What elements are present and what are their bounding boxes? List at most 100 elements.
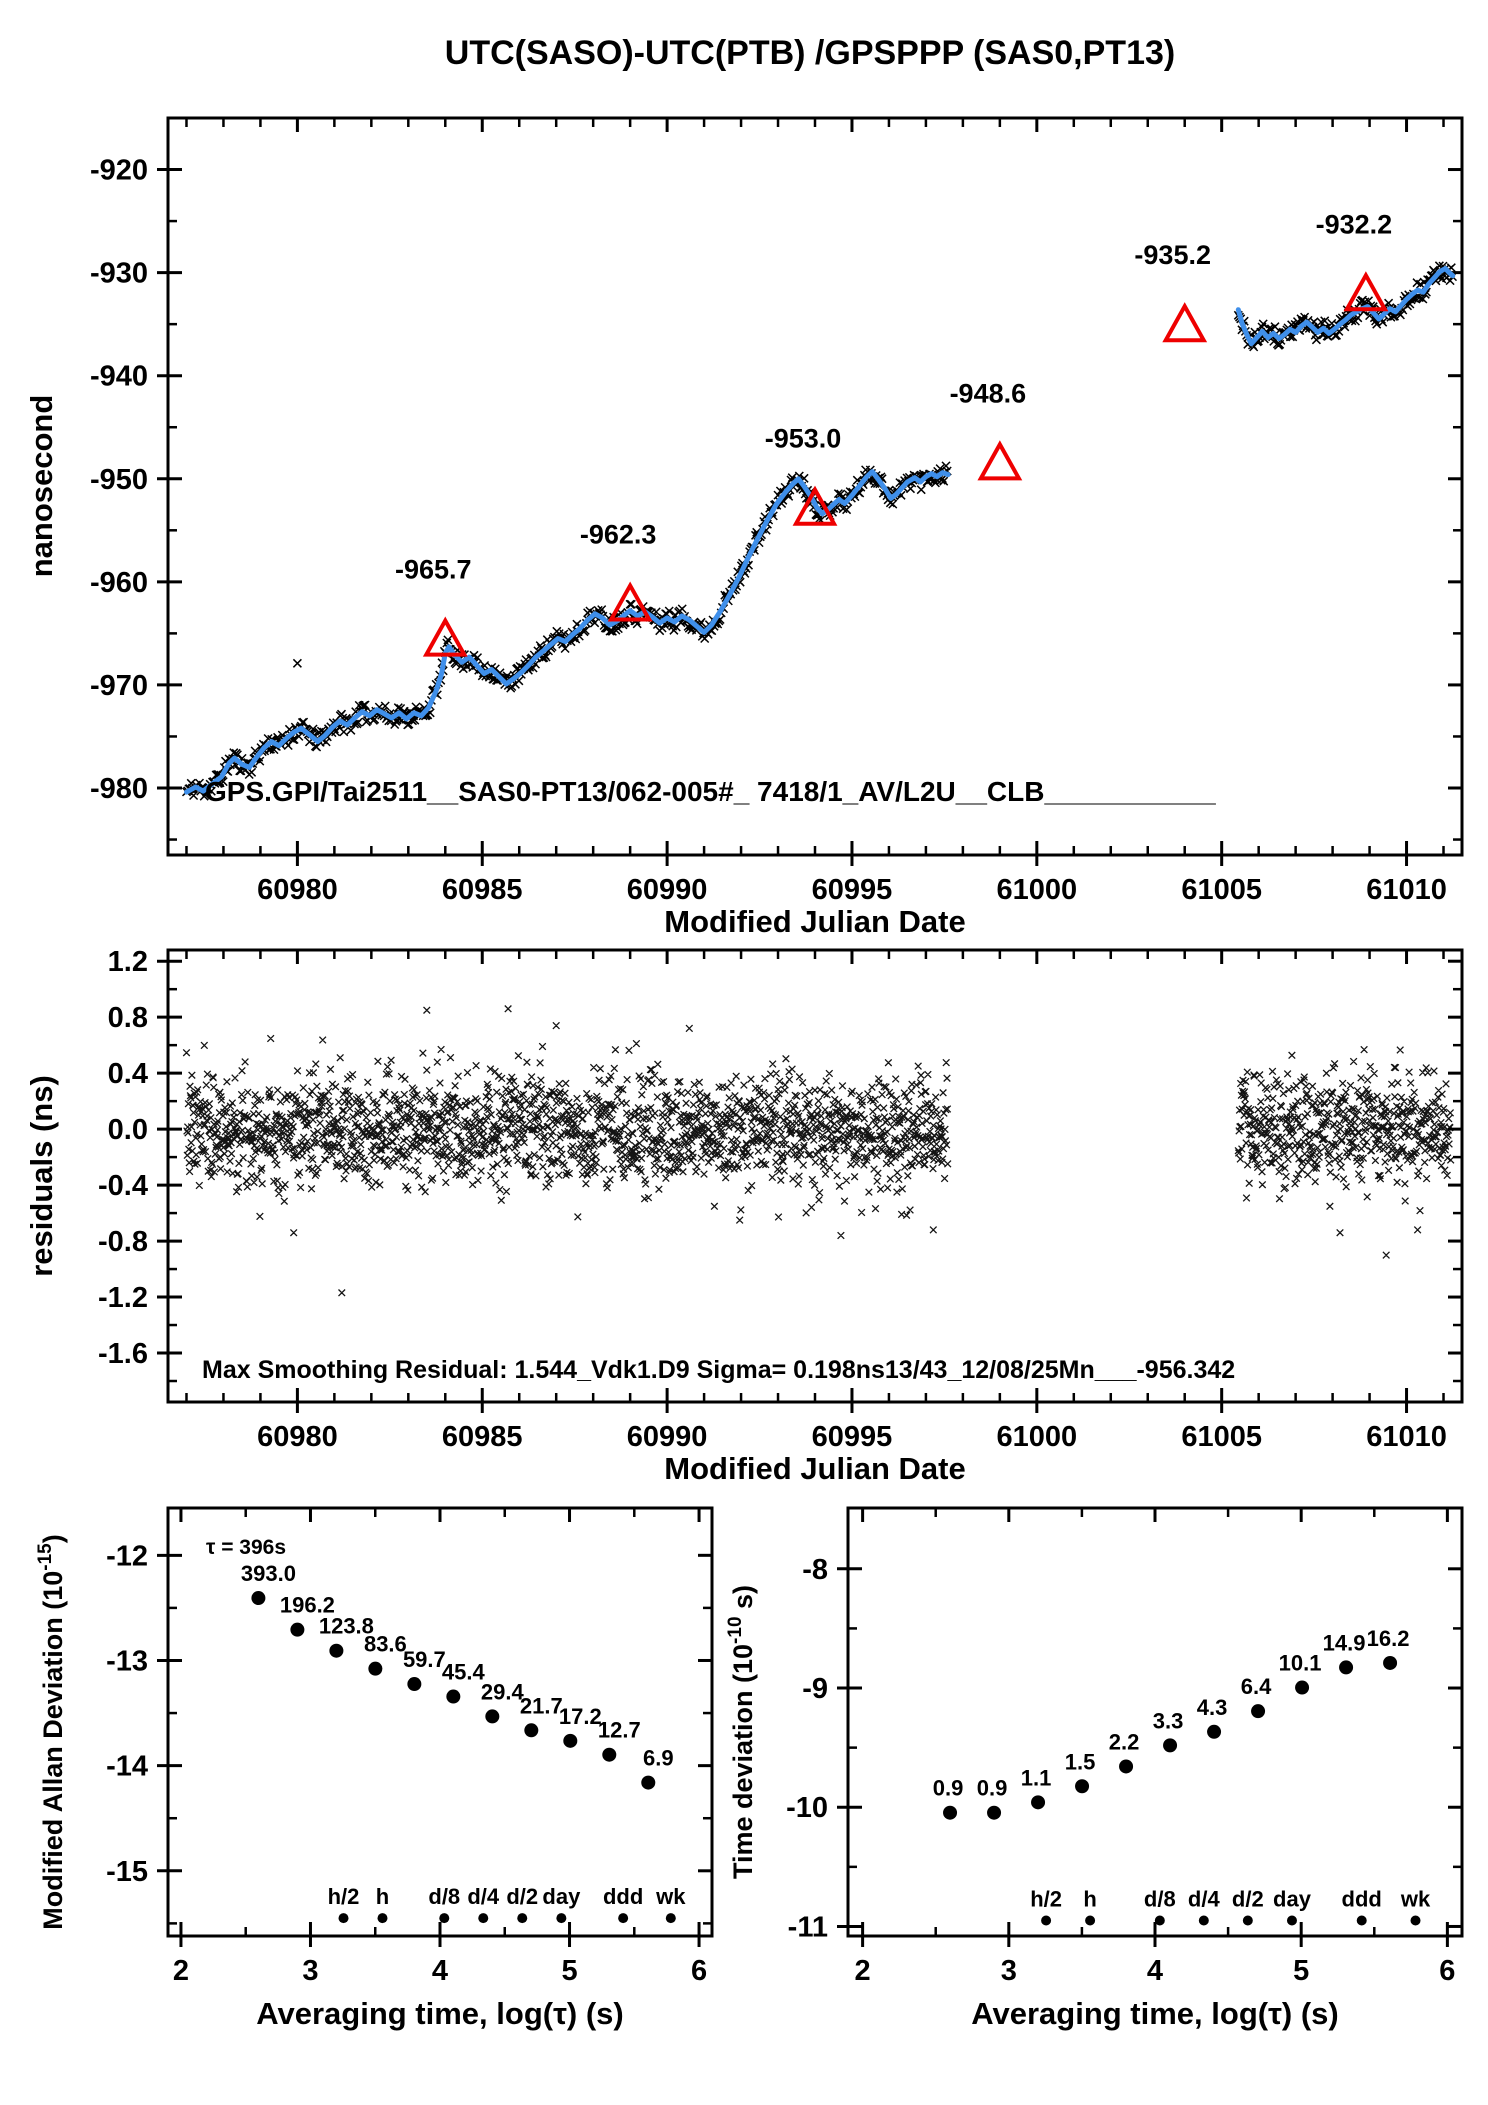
averaging-interval-ref-dot	[618, 1913, 629, 1924]
y-tick-label: -14	[106, 1751, 148, 1783]
y-tick-label: -1.6	[98, 1338, 148, 1370]
y-tick-label: -0.8	[98, 1226, 148, 1258]
averaging-interval-ref-dot	[439, 1913, 450, 1924]
deviation-value-label: 17.2	[559, 1704, 602, 1729]
tdev-y-title-main: Time deviation (10	[728, 1644, 758, 1879]
deviation-data-point	[1075, 1779, 1090, 1794]
x-tick-label: 4	[432, 1955, 448, 1987]
phase-x-axis-title: Modified Julian Date	[664, 904, 965, 939]
averaging-interval-ref-dot	[556, 1913, 567, 1924]
deviation-data-point	[943, 1805, 958, 1820]
x-tick-label: 61000	[997, 874, 1078, 906]
y-tick-label: -9	[802, 1673, 828, 1705]
residuals-stats-annotation: Max Smoothing Residual: 1.544_Vdk1.D9 Si…	[202, 1356, 1235, 1384]
x-tick-label: 60985	[442, 874, 523, 906]
deviation-value-label: 393.0	[241, 1561, 296, 1586]
x-tick-label: 61000	[997, 1421, 1078, 1453]
deviation-value-label: 6.9	[643, 1746, 674, 1771]
x-tick-label: 60995	[812, 874, 893, 906]
averaging-interval-ref-label: wk	[1400, 1887, 1431, 1912]
x-tick-label: 5	[1293, 1955, 1309, 1987]
x-tick-label: 60985	[442, 1421, 523, 1453]
deviation-value-label: 1.1	[1021, 1765, 1052, 1790]
averaging-interval-ref-label: h	[1083, 1887, 1096, 1912]
averaging-interval-ref-label: day	[1273, 1887, 1312, 1912]
deviation-value-label: 4.3	[1197, 1695, 1228, 1720]
y-tick-label: -950	[90, 464, 148, 496]
calibration-triangle-marker	[607, 581, 653, 622]
deviation-value-label: 0.9	[933, 1776, 964, 1801]
x-tick-label: 60990	[627, 1421, 708, 1453]
mdev-y-title-exponent: -15	[35, 1543, 56, 1571]
averaging-interval-ref-dot	[377, 1913, 388, 1924]
x-tick-label: 61005	[1181, 1421, 1262, 1453]
averaging-interval-ref-dot	[1198, 1915, 1209, 1926]
deviation-value-label: 1.5	[1065, 1749, 1096, 1774]
y-tick-label: -0.4	[98, 1170, 148, 1202]
averaging-interval-ref-dot	[338, 1913, 349, 1924]
y-tick-label: -12	[106, 1540, 148, 1572]
plot-frame	[166, 948, 1464, 1404]
averaging-interval-ref-dot	[1154, 1915, 1165, 1926]
phase-dataset-annotation: GPS.GPI/Tai2511__SAS0-PT13/062-005#_ 741…	[205, 776, 1216, 807]
deviation-value-label: 29.4	[481, 1679, 525, 1704]
phase-plot-area: 60980 60985 60990 60995 61000 61005 61010 -920 -…	[90, 116, 1464, 906]
deviation-value-label: 21.7	[520, 1693, 563, 1718]
x-tick-label: 61010	[1366, 874, 1447, 906]
panel-mdev: 2 3 4 5 6 -12 -13 -14 -15 393.0 196.2123.883.659.7…	[35, 1506, 714, 2031]
averaging-interval-ref-label: ddd	[603, 1884, 643, 1909]
deviation-data-point	[1295, 1680, 1310, 1695]
x-tick-label: 6	[691, 1955, 707, 1987]
calibration-triangle-marker	[977, 440, 1023, 481]
tdev-y-axis-title: Time deviation (10-10 s)	[725, 1585, 758, 1879]
deviation-data-point	[329, 1643, 344, 1658]
y-tick-label: -940	[90, 361, 148, 393]
x-tick-label: 3	[302, 1955, 318, 1987]
averaging-interval-ref-dot	[1286, 1915, 1297, 1926]
averaging-interval-ref-dot	[1410, 1915, 1421, 1926]
y-tick-label: -10	[786, 1792, 828, 1824]
calibration-value-label: -953.0	[765, 424, 842, 454]
deviation-value-label: 3.3	[1153, 1708, 1184, 1733]
averaging-interval-ref-label: h/2	[1030, 1887, 1062, 1912]
deviation-data-point	[563, 1733, 578, 1748]
y-tick-label: -8	[802, 1554, 828, 1586]
deviation-value-label: 45.4	[442, 1660, 486, 1685]
calibration-value-label: -948.6	[950, 378, 1027, 408]
deviation-data-point	[407, 1677, 422, 1692]
deviation-value-label: 2.2	[1109, 1729, 1140, 1754]
x-tick-label: 61005	[1181, 874, 1262, 906]
phase-curve	[1235, 266, 1456, 347]
calibration-triangle-marker	[1343, 271, 1389, 312]
deviation-data-point	[290, 1622, 305, 1637]
calibration-triangle-marker	[1162, 302, 1208, 343]
averaging-interval-ref-dot	[1085, 1915, 1096, 1926]
averaging-interval-ref-label: d/4	[467, 1884, 500, 1909]
deviation-data-point	[1163, 1738, 1178, 1753]
mdev-tau-annotation: τ = 396s	[206, 1536, 286, 1559]
deviation-value-label: 123.8	[319, 1614, 374, 1639]
mdev-plot-area: 2 3 4 5 6 -12 -13 -14 -15 393.0 196.2123.883.659.7…	[106, 1506, 714, 1987]
deviation-value-label: 16.2	[1367, 1626, 1410, 1651]
residuals-plot-area: 60980 60985 60990 60995 61000 61005 61010 1.2 0.…	[98, 946, 1464, 1453]
mdev-y-title-main: Modified Allan Deviation (10	[38, 1571, 68, 1930]
deviation-value-label: 196.2	[280, 1593, 335, 1618]
deviation-data-point	[368, 1661, 383, 1676]
calibration-triangle-marker	[792, 485, 838, 526]
x-tick-label: 2	[173, 1955, 189, 1987]
x-tick-label: 61010	[1366, 1421, 1447, 1453]
y-tick-label: -13	[106, 1645, 148, 1677]
figure-title: UTC(SASO)-UTC(PTB) /GPSPPP (SAS0,PT13)	[445, 34, 1175, 72]
calibration-value-label: -932.2	[1316, 209, 1393, 239]
deviation-data-point	[485, 1709, 500, 1724]
tdev-plot-area: 2 3 4 5 6 -8 -9 -10 -11 0.9 0.9 1.1 1.5 2.2 3.3 4.3 6.4 1…	[786, 1506, 1464, 1987]
y-tick-label: 0.0	[108, 1114, 148, 1146]
x-tick-label: 5	[561, 1955, 577, 1987]
x-tick-label: 4	[1147, 1955, 1163, 1987]
calibration-value-label: -962.3	[580, 520, 657, 550]
deviation-value-label: 83.6	[364, 1632, 407, 1657]
deviation-value-label: 6.4	[1241, 1674, 1272, 1699]
deviation-value-label: 10.1	[1279, 1651, 1322, 1676]
